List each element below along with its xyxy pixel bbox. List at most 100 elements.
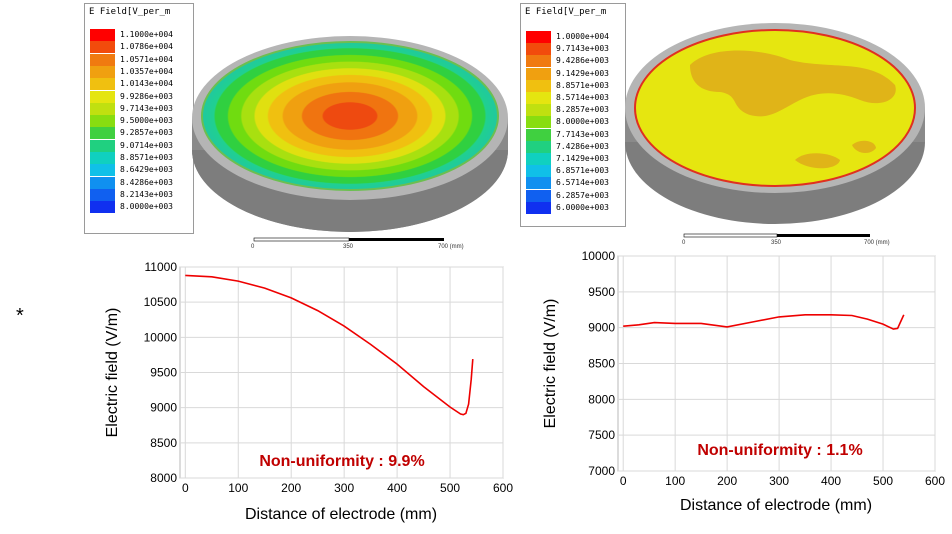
legend-label: 9.5000e+003 xyxy=(120,116,173,126)
legend-label: 8.2143e+003 xyxy=(120,189,173,199)
legend-swatch xyxy=(526,189,551,202)
scale-tick-label: 700 (mm) xyxy=(438,244,464,250)
legend-swatch xyxy=(526,177,551,190)
legend-swatch xyxy=(90,127,115,140)
legend-swatch xyxy=(90,29,115,41)
legend-swatch xyxy=(526,92,551,104)
legend-row: 9.7143e+003 xyxy=(90,102,250,115)
legend-swatch xyxy=(90,78,115,91)
legend-swatch xyxy=(526,165,551,178)
legend-row: 6.0000e+003 xyxy=(526,201,686,214)
scale-tick-label: 700 (mm) xyxy=(864,240,890,246)
legend-label: 6.5714e+003 xyxy=(556,178,609,188)
scale-tick-label: 350 xyxy=(771,240,782,246)
legend-swatch xyxy=(526,201,551,214)
legend-label: 8.4286e+003 xyxy=(120,177,173,187)
legend-label: 7.1429e+003 xyxy=(556,154,609,163)
legend-label: 9.9286e+003 xyxy=(120,91,173,101)
legend-row: 7.4286e+003 xyxy=(526,140,686,153)
legend-swatch xyxy=(90,176,115,189)
legend-swatch xyxy=(90,188,115,201)
field-legend-left: E Field[V_per_m 1.1000e+004 1.0786e+004 1.… xyxy=(84,3,194,234)
legend-label: 9.0714e+003 xyxy=(120,140,173,150)
scale-tick-label: 0 xyxy=(682,240,686,246)
scale-bar-left xyxy=(253,237,444,242)
legend-swatch xyxy=(526,104,551,117)
legend-row: 9.0714e+003 xyxy=(90,139,250,152)
legend-label: 6.0000e+003 xyxy=(556,202,609,212)
legend-swatch xyxy=(90,139,115,152)
legend-row: 8.6429e+003 xyxy=(90,164,250,177)
legend-label: 8.5714e+003 xyxy=(556,93,609,102)
legend-swatch xyxy=(90,115,115,128)
legend-label: 8.8571e+003 xyxy=(556,80,609,90)
legend-label: 6.2857e+003 xyxy=(556,190,609,200)
legend-label: 8.2857e+003 xyxy=(556,105,609,115)
legend-label: 8.0000e+003 xyxy=(556,117,609,127)
disk-left xyxy=(192,36,508,232)
legend-swatch xyxy=(90,65,115,78)
legend-label: 7.4286e+003 xyxy=(556,141,609,151)
legend-swatch xyxy=(526,79,551,92)
legend-label: 6.8571e+003 xyxy=(556,166,609,176)
legend-label: 8.8571e+003 xyxy=(120,153,173,162)
legend-swatch xyxy=(526,31,551,43)
legend-row: 1.1000e+004 xyxy=(90,29,250,41)
legend-row: 6.8571e+003 xyxy=(526,165,686,178)
legend-label: 9.4286e+003 xyxy=(556,56,609,66)
legend-row: 8.0000e+003 xyxy=(90,201,250,214)
legend-label: 1.0000e+004 xyxy=(556,32,609,41)
legend-row: 9.9286e+003 xyxy=(90,90,250,103)
legend-row: 1.0786e+004 xyxy=(90,41,250,54)
legend-swatch xyxy=(526,153,551,165)
legend-swatch xyxy=(90,201,115,214)
legend-row: 9.5000e+003 xyxy=(90,115,250,128)
legend-label: 8.0000e+003 xyxy=(120,202,173,212)
legend-swatch xyxy=(90,90,115,103)
legend-row: 8.0000e+003 xyxy=(526,116,686,129)
legend-row: 9.4286e+003 xyxy=(526,55,686,68)
asterisk-mark: * xyxy=(16,305,24,327)
legend-swatch xyxy=(526,55,551,68)
legend-swatch xyxy=(526,140,551,153)
legend-title: E Field[V_per_m xyxy=(89,7,171,17)
legend-row: 7.7143e+003 xyxy=(526,128,686,141)
legend-title: E Field[V_per_m xyxy=(525,7,607,17)
legend-row: 1.0000e+004 xyxy=(526,31,686,43)
legend-label: 1.1000e+004 xyxy=(120,30,173,39)
legend-row: 9.1429e+003 xyxy=(526,67,686,80)
legend-swatch xyxy=(526,67,551,80)
legend-row: 1.0143e+004 xyxy=(90,78,250,91)
legend-row: 8.2143e+003 xyxy=(90,188,250,201)
legend-row: 7.1429e+003 xyxy=(526,153,686,165)
scale-tick-label: 350 xyxy=(343,244,354,250)
legend-label: 1.0786e+004 xyxy=(120,42,173,52)
legend-row: 9.7143e+003 xyxy=(526,43,686,56)
legend-label: 9.2857e+003 xyxy=(120,128,173,138)
field-legend-right: E Field[V_per_m 1.0000e+004 9.7143e+003 9.… xyxy=(520,3,626,227)
legend-swatch xyxy=(90,164,115,177)
legend-row: 8.8571e+003 xyxy=(526,79,686,92)
legend-row: 6.2857e+003 xyxy=(526,189,686,202)
legend-row: 8.4286e+003 xyxy=(90,176,250,189)
legend-label: 9.7143e+003 xyxy=(120,103,173,113)
legend-row: 1.0571e+004 xyxy=(90,53,250,66)
legend-label: 9.7143e+003 xyxy=(556,44,609,54)
legend-label: 1.0143e+004 xyxy=(120,79,173,89)
disk-right xyxy=(625,23,925,224)
scale-tick-label: 0 xyxy=(251,244,255,250)
scale-bar-right xyxy=(683,233,870,238)
legend-row: 6.5714e+003 xyxy=(526,177,686,190)
legend-row: 9.2857e+003 xyxy=(90,127,250,140)
legend-swatch xyxy=(526,116,551,129)
legend-swatch xyxy=(90,152,115,164)
legend-label: 1.0571e+004 xyxy=(120,54,173,64)
legend-row: 8.5714e+003 xyxy=(526,92,686,104)
legend-row: 8.2857e+003 xyxy=(526,104,686,117)
legend-swatch xyxy=(90,53,115,66)
legend-row: 1.0357e+004 xyxy=(90,65,250,78)
legend-label: 9.1429e+003 xyxy=(556,68,609,78)
legend-label: 7.7143e+003 xyxy=(556,129,609,139)
legend-swatch xyxy=(90,41,115,54)
